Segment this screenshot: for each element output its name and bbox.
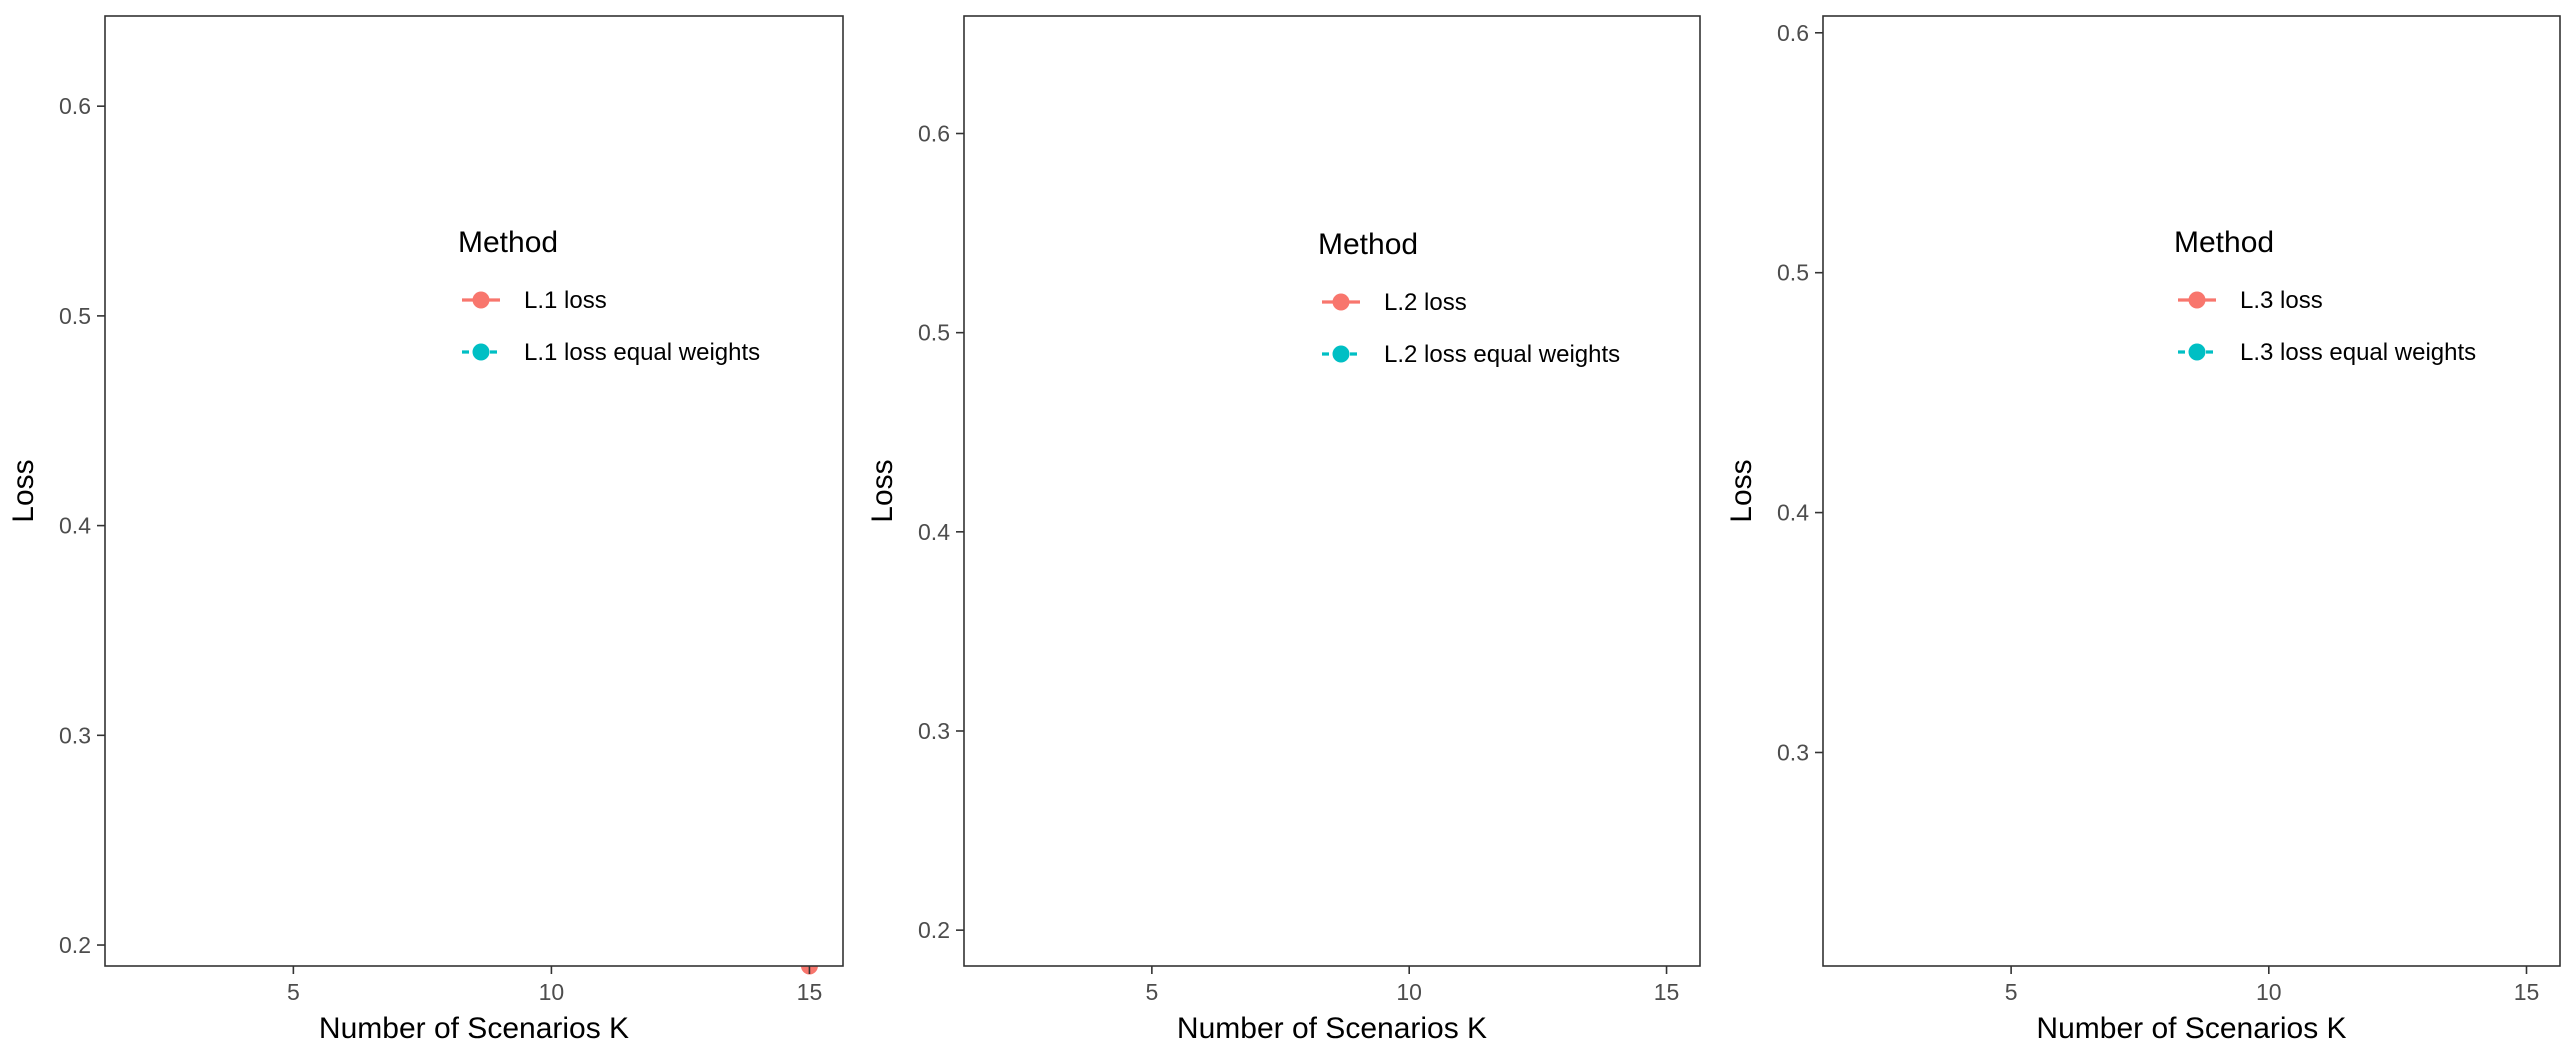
- x-tick-label: 5: [1145, 979, 1158, 1005]
- legend-key-point-2: [2188, 343, 2206, 361]
- x-axis-title: Number of Scenarios K: [2036, 1012, 2346, 1045]
- x-tick-label: 15: [797, 979, 823, 1005]
- legend-key-point-1: [1332, 293, 1350, 311]
- y-axis-title: Loss: [1725, 459, 1758, 522]
- x-tick-label: 5: [287, 979, 300, 1005]
- y-tick-label: 0.6: [59, 93, 91, 119]
- y-tick-label: 0.5: [1777, 260, 1809, 286]
- legend-background: [2156, 206, 2526, 394]
- legend-background: [1300, 208, 1680, 396]
- x-tick-label: 10: [1396, 979, 1422, 1005]
- legend: Method L.2 loss L.2 loss equal weights: [1300, 208, 1680, 396]
- chart-panel-1: 5 10 15 0.2 0.3 0.4 0.5 0.6 Number of Scenarios …: [7, 15, 844, 1045]
- legend-label-2: L.1 loss equal weights: [524, 339, 760, 366]
- panel-border: [1822, 15, 2561, 967]
- y-tick-label: 0.5: [918, 320, 950, 346]
- legend-label-2: L.2 loss equal weights: [1384, 341, 1620, 368]
- panel-border: [963, 15, 1701, 967]
- legend: Method L.1 loss L.1 loss equal weights: [440, 206, 800, 394]
- y-tick-label: 0.6: [1777, 20, 1809, 46]
- x-tick-label: 10: [539, 979, 565, 1005]
- y-tick-label: 0.3: [918, 718, 950, 744]
- x-tick-label: 5: [2005, 979, 2018, 1005]
- y-tick-label: 0.6: [918, 121, 950, 147]
- y-tick-label: 0.4: [59, 513, 91, 539]
- legend-title: Method: [2174, 226, 2274, 259]
- y-axis-title: Loss: [7, 459, 40, 522]
- y-tick-label: 0.3: [1777, 739, 1809, 765]
- legend-key-point-1: [2188, 291, 2206, 309]
- legend-label-1: L.2 loss: [1384, 289, 1467, 316]
- chart-panel-2: 5 10 15 0.2 0.3 0.4 0.5 0.6 Number of Scenarios …: [866, 15, 1701, 1045]
- x-tick-label: 10: [2256, 979, 2282, 1005]
- y-tick-label: 0.4: [918, 519, 950, 545]
- x-tick-label: 15: [2514, 979, 2540, 1005]
- legend: Method L.3 loss L.3 loss equal weights: [2156, 206, 2526, 394]
- panel-border: [104, 15, 844, 967]
- x-tick-label: 15: [1654, 979, 1680, 1005]
- legend-label-2: L.3 loss equal weights: [2240, 339, 2476, 366]
- y-tick-label: 0.3: [59, 722, 91, 748]
- y-tick-label: 0.5: [59, 303, 91, 329]
- legend-title: Method: [458, 226, 558, 259]
- legend-label-1: L.1 loss: [524, 287, 607, 314]
- y-tick-label: 0.2: [59, 932, 91, 958]
- legend-key-point-2: [1332, 345, 1350, 363]
- x-axis-title: Number of Scenarios K: [319, 1012, 629, 1045]
- y-tick-label: 0.2: [918, 917, 950, 943]
- y-axis-title: Loss: [866, 459, 899, 522]
- chart-panel-3: 5 10 15 0.3 0.4 0.5 0.6 Number of Scenarios K Lo…: [1725, 15, 2561, 1045]
- y-tick-label: 0.4: [1777, 500, 1809, 526]
- legend-label-1: L.3 loss: [2240, 287, 2323, 314]
- legend-title: Method: [1318, 228, 1418, 261]
- legend-key-point-2: [472, 343, 490, 361]
- legend-key-point-1: [472, 291, 490, 309]
- x-axis-title: Number of Scenarios K: [1177, 1012, 1487, 1045]
